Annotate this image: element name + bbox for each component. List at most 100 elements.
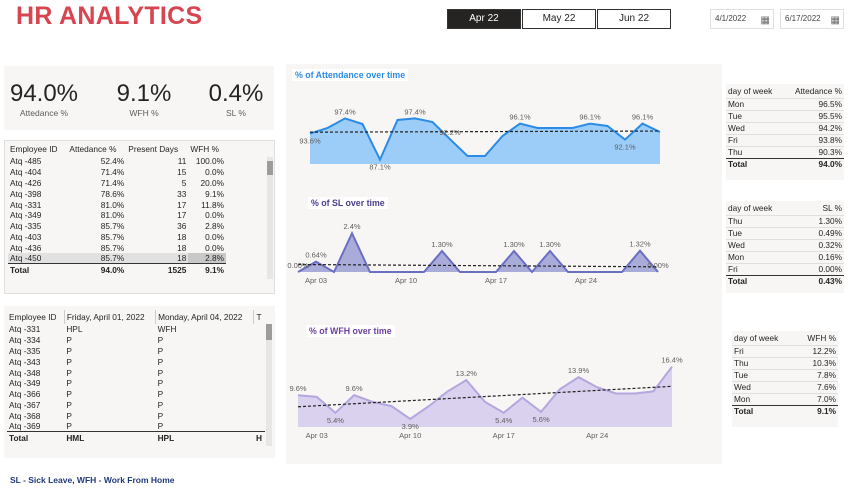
table-cell: P [66,356,72,367]
table-row[interactable]: Fri 93.8% [726,134,844,146]
trend-line [309,130,661,133]
table-cell: 9.1% [795,404,838,417]
data-label: 96.1% [509,113,531,122]
table-row[interactable]: Atq -349 81.0% 17 0.0% [8,210,226,221]
month-button-jun[interactable]: Jun 22 [597,9,671,29]
table-cell: Atq -369 [9,421,41,432]
table-row[interactable]: Atq -348 P P [7,367,265,378]
kpi-wfh: 9.1% WFH % [108,80,180,118]
table-row[interactable]: Mon 0.16% [726,251,844,263]
table-row[interactable]: Atq -335 P P [7,346,265,357]
table-cell: 5 [181,177,187,188]
table-cell: 0.16% [818,252,842,262]
table-total-row: Total HML HPL H [7,431,265,443]
table-cell: 85.7% [100,253,125,264]
x-tick-label: Apr 24 [586,431,608,440]
table-cell: P [157,335,164,346]
table-cell: 96.5% [818,99,842,109]
column-header[interactable]: Monday, April 04, 2022 [155,310,255,324]
table-cell: 0.43% [801,274,844,287]
table-cell: WFH [157,324,177,335]
table-row[interactable]: Thu 90.3% [726,146,844,158]
column-header[interactable]: Friday, April 01, 2022 [64,310,157,324]
column-header[interactable]: Employee ID [10,144,58,154]
column-header[interactable]: WFH % [190,144,219,154]
scrollbar[interactable] [267,157,273,279]
table-row[interactable]: Tue 95.5% [726,110,844,122]
table-row[interactable]: Tue 7.8% [732,369,838,381]
start-date-input[interactable]: 4/1/2022 ▦ [710,9,774,29]
series-area [310,118,660,164]
column-header[interactable]: WFH % [807,332,836,343]
table-row[interactable]: Thu 1.30% [726,215,844,227]
table-row[interactable]: Fri 0.00% [726,263,844,275]
column-header[interactable]: SL % [822,202,842,213]
table-cell: P [157,421,164,432]
column-header[interactable]: day of week [728,202,773,213]
kpi-value: 94.0% [9,80,79,107]
column-header[interactable]: Present Days [128,144,179,154]
table-row[interactable]: Atq -335 85.7% 36 2.8% [8,221,226,232]
table-cell: 100.0% [195,156,224,167]
table-row[interactable]: Wed 7.6% [732,381,838,393]
table-row[interactable]: Fri 12.2% [732,345,838,357]
series-line [297,366,673,421]
dow-sl-panel: day of week SL % Thu 1.30% Tue 0.49% Wed 0.32% M… [726,201,844,293]
table-cell: Atq -426 [10,177,42,188]
table-cell: 85.7% [100,231,125,242]
column-header[interactable]: day of week [728,85,773,96]
table-row[interactable]: Atq -436 85.7% 18 0.0% [8,242,226,253]
table-row[interactable]: Atq -334 P P [7,335,265,346]
table-row[interactable]: Atq -367 P P [7,400,265,411]
table-row[interactable]: Atq -404 71.4% 15 0.0% [8,167,226,178]
table-cell: Tue [728,111,742,121]
column-header[interactable]: Attedance % [69,144,117,154]
table-row[interactable]: Atq -343 P P [7,356,265,367]
table-cell: 85.7% [100,242,125,253]
table-cell: H [253,431,265,443]
table-row[interactable]: Atq -349 P P [7,378,265,389]
table-cell [254,367,265,378]
data-label: 0.00% [287,261,309,270]
table-cell: Total [726,274,802,287]
month-button-may[interactable]: May 22 [522,9,596,29]
table-cell: 90.3% [818,147,842,157]
table-cell: Fri [728,135,738,145]
table-cell: Atq -349 [9,378,41,389]
table-row[interactable]: Atq -368 P P [7,410,265,421]
table-row[interactable]: Mon 7.0% [732,393,838,405]
end-date-input[interactable]: 6/17/2022 ▦ [780,9,844,29]
table-cell: 0.0% [205,210,224,221]
column-header[interactable]: T [256,312,262,322]
table-row[interactable]: Atq -403 85.7% 18 0.0% [8,232,226,243]
table-row[interactable]: Atq -398 78.6% 33 9.1% [8,188,226,199]
table-row[interactable]: Wed 94.2% [726,122,844,134]
calendar-icon[interactable]: ▦ [830,15,840,26]
scrollbar-thumb[interactable] [266,324,272,340]
table-row[interactable]: Atq -331 HPL WFH [7,324,265,335]
dow-attendance-table: day of week Attedance % Mon 96.5% Tue 95.5% We… [726,84,844,170]
calendar-icon[interactable]: ▦ [760,15,770,26]
kpi-panel: 94.0% Attedance % 9.1% WFH % 0.4% SL % [4,66,274,130]
table-cell: 0.49% [818,228,842,238]
scrollbar[interactable] [266,324,272,446]
table-row[interactable]: Atq -331 81.0% 17 11.8% [8,199,226,210]
table-row[interactable]: Atq -485 52.4% 11 100.0% [8,156,226,167]
column-header[interactable]: Employee ID [7,310,65,324]
table-row[interactable]: Atq -450 85.7% 18 2.8% [8,253,226,264]
column-header[interactable]: Attedance % [794,85,842,96]
column-header[interactable]: day of week [734,332,779,343]
data-label: 5.6% [533,415,550,424]
dow-sl-table: day of week SL % Thu 1.30% Tue 0.49% Wed 0.32% M… [726,201,844,287]
scrollbar-thumb[interactable] [267,161,273,175]
table-row[interactable]: Thu 10.3% [732,357,838,369]
table-cell: P [157,367,164,378]
month-button-apr[interactable]: Apr 22 [447,9,521,29]
table-row[interactable]: Tue 0.49% [726,227,844,239]
table-row[interactable]: Atq -369 P P [7,421,265,432]
table-cell: 17 [177,199,187,210]
table-row[interactable]: Atq -426 71.4% 5 20.0% [8,178,226,189]
table-row[interactable]: Wed 0.32% [726,239,844,251]
table-row[interactable]: Mon 96.5% [726,98,844,110]
table-row[interactable]: Atq -366 P P [7,389,265,400]
